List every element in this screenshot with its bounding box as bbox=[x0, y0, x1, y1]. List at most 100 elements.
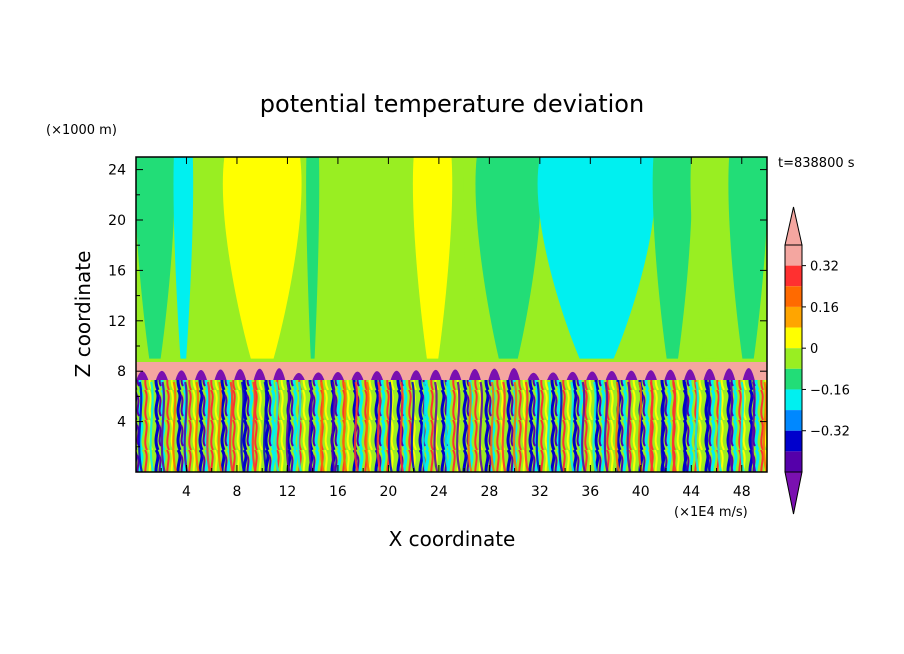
upper-column bbox=[136, 157, 175, 359]
boundary-streak bbox=[172, 381, 177, 472]
boundary-streak bbox=[319, 381, 325, 472]
boundary-streak bbox=[353, 381, 359, 472]
inversion-plume bbox=[371, 371, 384, 380]
y-tick-label: 20 bbox=[108, 213, 126, 229]
boundary-streak bbox=[433, 381, 439, 472]
inversion-plume bbox=[175, 370, 188, 380]
x-tick-label: 40 bbox=[632, 484, 650, 500]
boundary-streak bbox=[728, 381, 734, 472]
x-tick-label: 4 bbox=[182, 484, 191, 500]
colorbar-swatch bbox=[785, 389, 802, 411]
inversion-plume bbox=[664, 369, 677, 380]
boundary-streak bbox=[569, 381, 575, 472]
x-tick-label: 28 bbox=[480, 484, 498, 500]
colorbar-tick-label: −0.16 bbox=[810, 383, 850, 398]
inversion-plume bbox=[253, 368, 266, 380]
boundary-streak bbox=[478, 381, 484, 472]
inversion-plume bbox=[136, 371, 149, 380]
boundary-streak bbox=[183, 381, 189, 472]
boundary-streak bbox=[683, 381, 689, 472]
plot-frame bbox=[135, 156, 768, 473]
boundary-streak bbox=[660, 381, 666, 472]
x-tick-label: 36 bbox=[581, 484, 599, 500]
inversion-plume bbox=[390, 370, 403, 380]
upper-column bbox=[412, 157, 453, 359]
boundary-streak bbox=[194, 381, 200, 472]
colorbar-swatch bbox=[785, 430, 802, 452]
boundary-streak bbox=[274, 381, 280, 472]
boundary-streak bbox=[365, 381, 371, 472]
inversion-plume bbox=[547, 372, 560, 380]
x-unit-label: (×1E4 m/s) bbox=[674, 505, 748, 520]
boundary-streak bbox=[751, 381, 757, 472]
inversion-plume bbox=[429, 369, 442, 380]
colorbar-swatch bbox=[785, 368, 802, 390]
boundary-streak bbox=[251, 381, 257, 472]
colorbar-swatch bbox=[785, 286, 802, 307]
upper-column bbox=[306, 157, 320, 359]
upper-column bbox=[222, 157, 302, 359]
boundary-streak bbox=[671, 381, 677, 472]
colorbar-swatch bbox=[785, 327, 802, 349]
boundary-streak bbox=[410, 381, 416, 472]
colorbar-tick-label: 0.32 bbox=[810, 260, 839, 275]
boundary-streak bbox=[376, 381, 382, 472]
colorbar-swatch bbox=[785, 348, 802, 369]
y-tick-label: 4 bbox=[117, 415, 126, 431]
boundary-streak bbox=[263, 381, 268, 472]
y-tick-label: 12 bbox=[108, 314, 126, 330]
boundary-streak bbox=[501, 381, 507, 472]
y-axis: 4 8 12 16 20 24 bbox=[108, 163, 767, 448]
upper-column bbox=[475, 157, 542, 359]
boundary-streak bbox=[637, 381, 643, 472]
colorbar-tick-label: 0.16 bbox=[810, 301, 839, 316]
inversion-plume bbox=[527, 372, 540, 380]
inversion-plume bbox=[644, 370, 657, 380]
boundary-streak bbox=[285, 381, 291, 472]
inversion-plume bbox=[723, 368, 736, 380]
colorbar-swatch bbox=[785, 451, 802, 472]
inversion-plume bbox=[273, 368, 286, 380]
boundary-streak bbox=[603, 381, 609, 472]
boundary-streak bbox=[342, 381, 348, 472]
inversion-plume bbox=[214, 369, 227, 380]
boundary-streak bbox=[762, 381, 767, 472]
boundary-streak bbox=[535, 381, 541, 472]
inversion-plume bbox=[194, 369, 207, 380]
inversion-plume bbox=[742, 368, 755, 380]
upper-streaks bbox=[136, 157, 767, 359]
inversion-plume bbox=[155, 370, 168, 380]
boundary-streak bbox=[217, 381, 223, 472]
inversion-plume bbox=[312, 372, 325, 380]
inversion-plume bbox=[292, 372, 305, 380]
inversion-plume bbox=[410, 370, 423, 380]
inversion-plume bbox=[351, 371, 364, 380]
inversion-plume bbox=[488, 368, 501, 380]
boundary-streak bbox=[206, 381, 212, 472]
upper-column bbox=[537, 157, 656, 359]
boundary-streak bbox=[706, 381, 711, 472]
boundary-streak bbox=[581, 381, 586, 472]
x-tick-label: 24 bbox=[430, 484, 448, 500]
inversion-plume bbox=[234, 369, 247, 380]
boundary-layer-overlay bbox=[138, 381, 767, 472]
boundary-streak bbox=[399, 381, 405, 472]
colorbar-swatch bbox=[785, 245, 802, 266]
boundary-streak bbox=[490, 381, 495, 472]
colorbar-under-arrow bbox=[784, 471, 803, 515]
boundary-streak bbox=[615, 381, 620, 472]
colorbar-tick-label: −0.32 bbox=[810, 425, 850, 440]
colorbar-over-arrow bbox=[784, 206, 803, 246]
y-tick-label: 16 bbox=[108, 263, 126, 279]
x-axis: 4 8 12 16 20 24 28 32 36 40 44 48 bbox=[160, 157, 751, 500]
boundary-streak bbox=[331, 381, 336, 472]
boundary-streak bbox=[467, 381, 473, 472]
boundary-streak bbox=[626, 381, 632, 472]
x-tick-label: 44 bbox=[682, 484, 700, 500]
colorbar-swatch bbox=[785, 265, 802, 287]
y-unit-label: (×1000 m) bbox=[46, 123, 117, 138]
colorbar-swatch bbox=[785, 306, 802, 328]
inversion-plume bbox=[625, 370, 638, 380]
inversion-plume bbox=[605, 371, 618, 380]
